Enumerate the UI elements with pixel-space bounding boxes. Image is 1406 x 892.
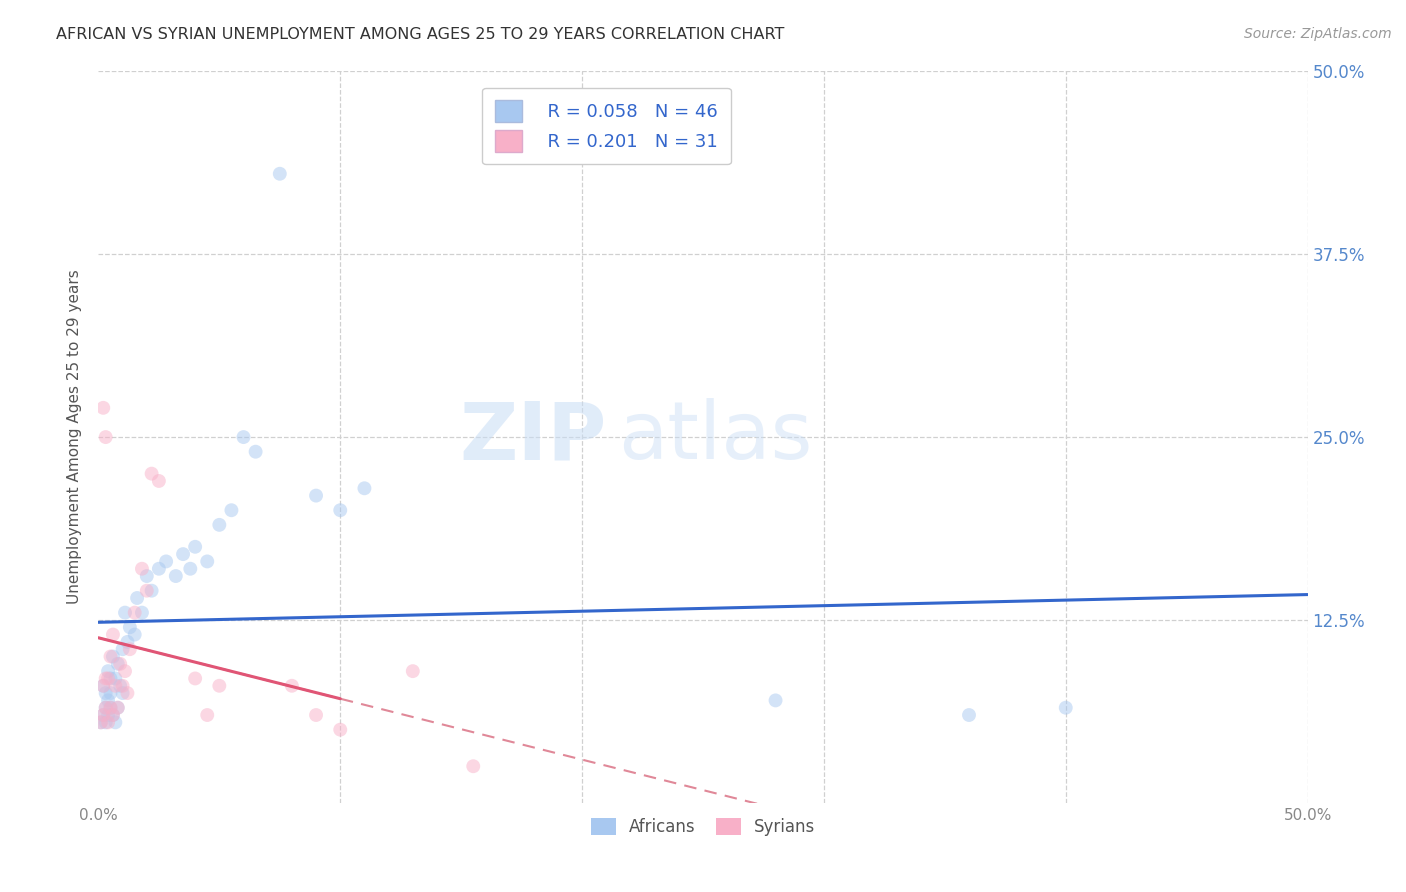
Point bbox=[131, 562, 153, 576]
Point bbox=[107, 700, 129, 714]
Point bbox=[148, 474, 170, 488]
Point bbox=[124, 606, 146, 620]
Point bbox=[94, 672, 117, 686]
Point bbox=[118, 642, 141, 657]
Point bbox=[195, 708, 218, 723]
Point bbox=[101, 708, 124, 723]
Point bbox=[232, 430, 254, 444]
Point bbox=[100, 649, 122, 664]
Point bbox=[107, 700, 129, 714]
Point bbox=[101, 627, 124, 641]
Point bbox=[179, 562, 201, 576]
Point bbox=[765, 693, 787, 707]
Point bbox=[124, 627, 146, 641]
Point bbox=[100, 700, 122, 714]
Point bbox=[100, 700, 122, 714]
Point bbox=[94, 700, 117, 714]
Point bbox=[90, 715, 112, 730]
Point bbox=[305, 489, 328, 503]
Point bbox=[221, 503, 243, 517]
Text: atlas: atlas bbox=[619, 398, 813, 476]
Point bbox=[91, 679, 114, 693]
Point bbox=[281, 679, 304, 693]
Text: ZIP: ZIP bbox=[458, 398, 606, 476]
Point bbox=[97, 664, 120, 678]
Point bbox=[91, 679, 114, 693]
Point bbox=[118, 620, 141, 634]
Point bbox=[131, 606, 153, 620]
Point bbox=[94, 430, 117, 444]
Point bbox=[111, 686, 134, 700]
Point bbox=[101, 708, 124, 723]
Point bbox=[329, 723, 352, 737]
Point bbox=[117, 686, 139, 700]
Point bbox=[402, 664, 425, 678]
Point bbox=[104, 672, 127, 686]
Point bbox=[117, 635, 139, 649]
Point bbox=[165, 569, 187, 583]
Point bbox=[101, 649, 124, 664]
Point bbox=[245, 444, 267, 458]
Y-axis label: Unemployment Among Ages 25 to 29 years: Unemployment Among Ages 25 to 29 years bbox=[67, 269, 83, 605]
Point bbox=[148, 562, 170, 576]
Point bbox=[107, 657, 129, 671]
Point bbox=[329, 503, 352, 517]
Point bbox=[172, 547, 194, 561]
Point bbox=[184, 540, 207, 554]
Point bbox=[90, 715, 112, 730]
Point bbox=[97, 708, 120, 723]
Point bbox=[141, 583, 163, 598]
Point bbox=[94, 715, 117, 730]
Point bbox=[135, 569, 157, 583]
Point bbox=[104, 715, 127, 730]
Point bbox=[208, 517, 231, 532]
Point bbox=[208, 679, 231, 693]
Point bbox=[114, 664, 136, 678]
Point bbox=[97, 693, 120, 707]
Point bbox=[91, 708, 114, 723]
Text: Source: ZipAtlas.com: Source: ZipAtlas.com bbox=[1244, 27, 1392, 41]
Point bbox=[91, 401, 114, 415]
Point bbox=[108, 679, 131, 693]
Point bbox=[269, 167, 291, 181]
Legend: Africans, Syrians: Africans, Syrians bbox=[581, 807, 825, 846]
Point bbox=[353, 481, 375, 495]
Point bbox=[97, 715, 120, 730]
Point bbox=[155, 554, 177, 568]
Point bbox=[141, 467, 163, 481]
Point bbox=[463, 759, 485, 773]
Point bbox=[108, 657, 131, 671]
Point bbox=[94, 700, 117, 714]
Point bbox=[195, 554, 218, 568]
Point bbox=[135, 583, 157, 598]
Point bbox=[97, 672, 120, 686]
Point bbox=[94, 686, 117, 700]
Point bbox=[100, 672, 122, 686]
Point bbox=[111, 642, 134, 657]
Text: AFRICAN VS SYRIAN UNEMPLOYMENT AMONG AGES 25 TO 29 YEARS CORRELATION CHART: AFRICAN VS SYRIAN UNEMPLOYMENT AMONG AGE… bbox=[56, 27, 785, 42]
Point bbox=[184, 672, 207, 686]
Point bbox=[127, 591, 149, 605]
Point bbox=[111, 679, 134, 693]
Point bbox=[91, 708, 114, 723]
Point bbox=[305, 708, 328, 723]
Point bbox=[114, 606, 136, 620]
Point bbox=[100, 686, 122, 700]
Point bbox=[957, 708, 980, 723]
Point bbox=[1054, 700, 1077, 714]
Point bbox=[104, 679, 127, 693]
